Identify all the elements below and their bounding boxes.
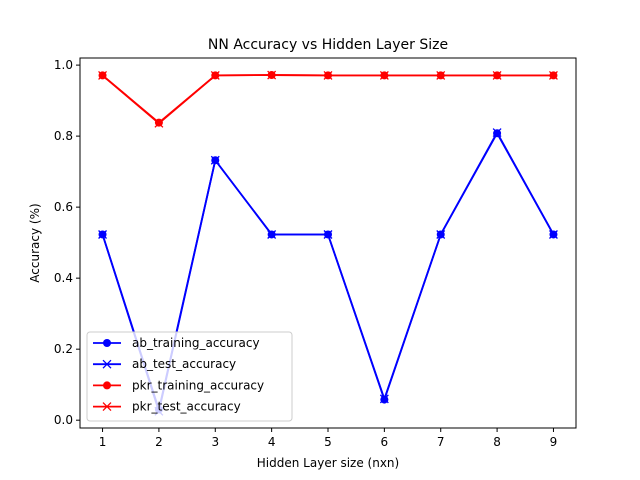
legend: ab_training_accuracy ab_test_accuracy pkr_…: [86, 331, 293, 422]
legend-item: pkr_training_accuracy: [93, 378, 264, 392]
series-pkr_test_accuracy: [98, 70, 558, 128]
series-line: [101, 74, 554, 125]
legend-label: pkr_training_accuracy: [132, 378, 264, 392]
x-tick-label: 6: [381, 435, 389, 449]
data-point: [267, 230, 277, 239]
y-axis-label: Accuracy (%): [28, 203, 42, 282]
y-tick-label: 1.0: [54, 58, 73, 72]
legend-item: pkr_test_accuracy: [93, 400, 241, 414]
legend-marker: [103, 381, 111, 390]
legend-marker: [102, 402, 112, 412]
data-point: [98, 230, 108, 239]
data-point: [379, 394, 389, 404]
data-point: [154, 118, 164, 128]
y-tick-label: 0.0: [54, 413, 73, 427]
chart-title: NN Accuracy vs Hidden Layer Size: [208, 37, 448, 53]
legend-label: ab_training_accuracy: [132, 336, 260, 350]
series-ab_test_accuracy: [98, 128, 558, 416]
legend-label: pkr_test_accuracy: [132, 400, 241, 414]
y-tick-label: 0.6: [54, 200, 73, 214]
data-point: [436, 70, 446, 80]
data-point: [98, 70, 108, 80]
legend-label: ab_test_accuracy: [132, 357, 236, 371]
data-point: [379, 70, 389, 80]
x-tick-label: 1: [99, 435, 107, 449]
data-point: [323, 230, 333, 239]
data-point: [548, 230, 558, 239]
x-tick-label: 8: [493, 435, 501, 449]
plot-area: [98, 70, 558, 416]
data-point: [436, 230, 446, 239]
x-tick-label: 9: [550, 435, 558, 449]
y-tick-label: 0.2: [54, 342, 73, 356]
x-tick-label: 4: [268, 435, 276, 449]
data-point: [492, 128, 502, 138]
x-axis: 1 2 3 4 5 6 7 8 9: [99, 428, 558, 449]
legend-item: ab_training_accuracy: [93, 336, 260, 350]
data-point: [323, 70, 333, 80]
x-tick-label: 3: [211, 435, 219, 449]
x-tick-label: 7: [437, 435, 445, 449]
x-tick-label: 2: [155, 435, 163, 449]
y-tick-label: 0.8: [54, 129, 73, 143]
series-pkr_training_accuracy: [98, 71, 558, 127]
legend-marker: [103, 339, 111, 347]
data-point: [267, 70, 277, 80]
legend-item: ab_test_accuracy: [93, 357, 236, 371]
series-line: [101, 74, 554, 124]
data-point: [548, 70, 558, 80]
y-axis: 0.0 0.2 0.4 0.6 0.8 1.0: [54, 58, 80, 427]
x-axis-label: Hidden Layer size (nxn): [257, 456, 399, 470]
data-point: [492, 70, 502, 80]
legend-marker: [102, 359, 112, 369]
legend-box: [86, 331, 293, 422]
data-point: [210, 70, 220, 80]
x-tick-label: 5: [324, 435, 332, 449]
data-point: [210, 155, 220, 165]
y-tick-label: 0.4: [54, 271, 73, 285]
